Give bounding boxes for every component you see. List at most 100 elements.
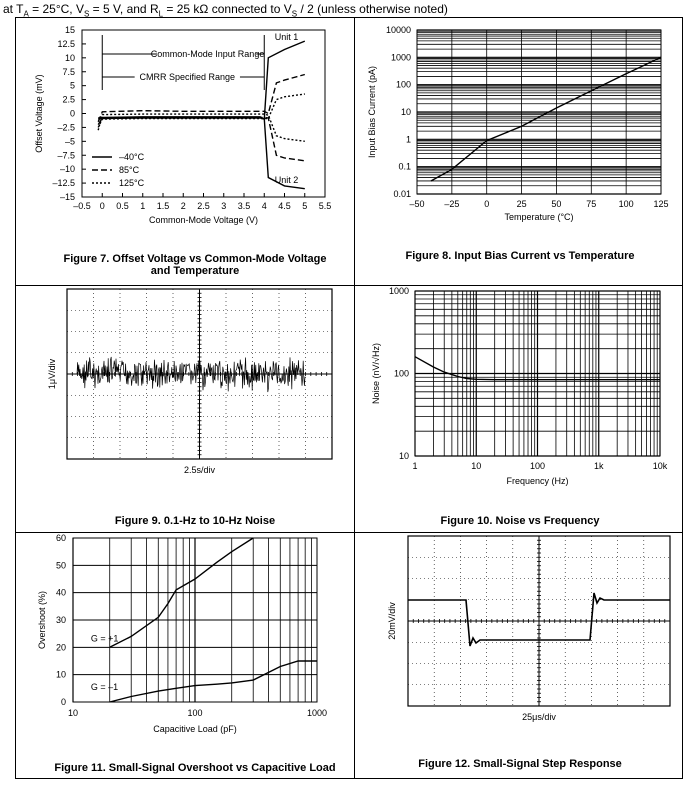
fig7-xtick-label: 4: [262, 201, 267, 211]
fig10-xtick-label: 1k: [594, 461, 604, 471]
fig7-cmir-label: Common-Mode Input Range: [151, 49, 265, 59]
fig7-legend-label: 85°C: [119, 165, 140, 175]
fig8-xtick-label: 125: [653, 199, 668, 209]
fig9-noise-trace: [76, 356, 306, 393]
fig10-plot-frame: [414, 290, 661, 457]
figure-table: [15, 17, 683, 779]
fig8-ytick-label: 1: [406, 134, 411, 144]
fig7-caption-line1: Figure 7. Offset Voltage vs Common-Mode …: [63, 253, 327, 265]
fig7-xtick-label: 5.5: [319, 201, 332, 211]
fig8-chart: 10000 1000 100 10 1 0.1 0.01–50 –25 0 25 50 75 100 12…: [367, 25, 669, 222]
fig7-cmir-label-bg: [157, 48, 257, 60]
fig8-ytick-label: 10000: [386, 25, 411, 35]
fig8-xtick-label: 25: [517, 199, 527, 209]
fig7-ytick-label: 10: [65, 53, 75, 63]
fig7-series-line: [97, 93, 305, 128]
fig8-xlabel: Temperature (°C): [504, 212, 573, 222]
fig7-legend-label: –40°C: [119, 152, 145, 162]
fig10-ytick-label: 100: [394, 369, 409, 379]
fig7-ytick-label: –10: [60, 164, 75, 174]
fig8-xtick-label: 75: [586, 199, 596, 209]
fig8-xtick-label: 50: [551, 199, 561, 209]
fig7-caption: Figure 7. Offset Voltage vs Common-Mode …: [55, 253, 335, 277]
fig8-ytick-label: 0.1: [398, 162, 411, 172]
fig7-xtick-label: 0.5: [116, 201, 129, 211]
fig7-ytick-label: –15: [60, 192, 75, 202]
fig10-xlabel: Frequency (Hz): [506, 476, 568, 486]
fig11-ytick-label: 20: [56, 642, 66, 652]
fig11-series-label: G = –1: [91, 682, 118, 692]
fig11-ytick-label: 0: [61, 697, 66, 707]
fig7-ytick-label: –5: [65, 136, 75, 146]
fig8-ytick-label: 0.01: [393, 189, 411, 199]
fig12-ylabel: 20mV/div: [387, 602, 397, 640]
fig7-xtick-label: 1: [140, 201, 145, 211]
fig11-xtick-label: 1000: [307, 708, 327, 718]
fig11-series-label: G = +1: [91, 633, 119, 643]
fig8-xtick-label: 100: [619, 199, 634, 209]
fig11-xtick-label: 100: [187, 708, 202, 718]
fig7-chart: 1512.5107.552.50–2.5–5–7.5–10–12.5–15–0.…: [34, 25, 332, 225]
fig8-series-line: [430, 56, 662, 182]
fig9-ylabel: 1μV/div: [47, 358, 57, 389]
fig10-ylabel: Noise (nV/√Hz): [371, 343, 381, 404]
fig12-chart: 25μs/div 20mV/div: [387, 535, 671, 722]
fig7-xtick-label: 5: [302, 201, 307, 211]
fig8-caption: Figure 8. Input Bias Current vs Temperat…: [405, 250, 635, 262]
fig11-caption: Figure 11. Small-Signal Overshoot vs Cap…: [54, 762, 336, 774]
fig7-xtick-label: 2: [181, 201, 186, 211]
fig8-xtick-label: –25: [444, 199, 459, 209]
fig7-xlabel: Common-Mode Voltage (V): [149, 215, 258, 225]
fig10-series-line: [414, 356, 660, 381]
fig7-series-line: [97, 116, 305, 162]
fig7-unit2-label: Unit 2: [275, 175, 299, 185]
fig7-ytick-label: 15: [65, 25, 75, 35]
fig11-xlabel: Capacitive Load (pF): [153, 724, 237, 734]
fig11-ylabel: Overshoot (%): [37, 591, 47, 649]
fig10-ytick-label: 1000: [389, 286, 409, 296]
fig7-ytick-label: 12.5: [57, 39, 75, 49]
fig7-xtick-label: 1.5: [157, 201, 170, 211]
fig7-xtick-label: 4.5: [278, 201, 291, 211]
fig11-xtick-label: 10: [68, 708, 78, 718]
fig8-xtick-label: 0: [484, 199, 489, 209]
fig11-ytick-label: 40: [56, 588, 66, 598]
fig11-series-line: [109, 537, 254, 648]
fig10-xtick-label: 10: [471, 461, 481, 471]
fig12-caption: Figure 12. Small-Signal Step Response: [418, 758, 622, 770]
fig9-chart: 2.5s/div 1μV/div: [47, 288, 333, 475]
fig10-ytick-label: 10: [399, 451, 409, 461]
fig11-ytick-label: 30: [56, 615, 66, 625]
fig7-unit1-label: Unit 1: [275, 32, 299, 42]
fig10-xtick-label: 10k: [653, 461, 668, 471]
fig7-ytick-label: –7.5: [57, 150, 75, 160]
fig7-xtick-label: 0: [100, 201, 105, 211]
fig8-ytick-label: 10: [401, 107, 411, 117]
fig8-ylabel: Input Bias Current (pA): [367, 66, 377, 158]
fig10-xtick-label: 1: [412, 461, 417, 471]
fig7-series-line: [97, 113, 305, 142]
fig7-cmrr-label-bg: [134, 71, 240, 83]
fig12-step-trace: [408, 592, 670, 647]
fig8-ytick-label: 100: [396, 80, 411, 90]
fig7-cmrr-label: CMRR Specified Range: [140, 72, 236, 82]
conditions-header: at TA = 25°C, VS = 5 V, and RL = 25 kΩ c…: [3, 2, 448, 19]
fig7-ylabel: Offset Voltage (mV): [34, 74, 44, 152]
fig8-xtick-label: –50: [409, 199, 424, 209]
fig9-xlabel: 2.5s/div: [184, 465, 216, 475]
fig7-xtick-label: –0.5: [73, 201, 91, 211]
fig10-caption: Figure 10. Noise vs Frequency: [440, 515, 600, 527]
fig7-ytick-label: 0: [70, 109, 75, 119]
fig12-xlabel: 25μs/div: [522, 712, 556, 722]
fig8-plot-frame: [416, 29, 662, 195]
fig7-series-line: [97, 73, 305, 123]
fig7-ytick-label: 2.5: [62, 95, 75, 105]
fig7-ytick-label: –2.5: [57, 122, 75, 132]
fig9-caption: Figure 9. 0.1-Hz to 10-Hz Noise: [114, 515, 276, 527]
fig10-xtick-label: 100: [530, 461, 545, 471]
fig7-caption-line2: and Temperature: [150, 265, 240, 277]
fig11-ytick-label: 50: [56, 560, 66, 570]
fig7-ytick-label: –12.5: [52, 178, 75, 188]
